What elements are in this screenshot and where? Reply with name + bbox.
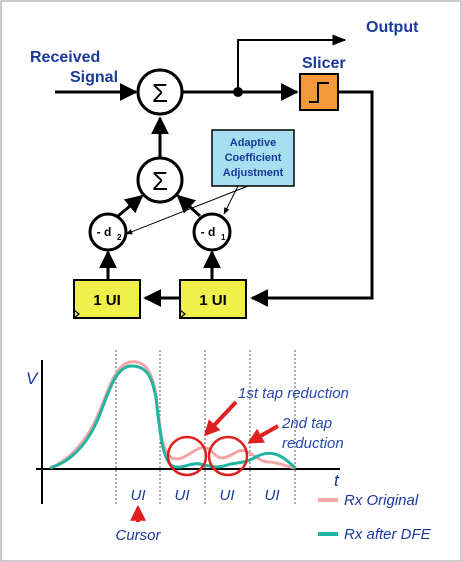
ui-label-3: UI (220, 487, 235, 504)
legend: Rx Original Rx after DFE (318, 492, 432, 543)
ui-label-4: UI (265, 487, 280, 504)
x-axis-label: t (334, 471, 340, 490)
tap-d1-subscript: 1 (221, 233, 226, 242)
sum-symbol-main: Σ (152, 78, 168, 108)
adapt-to-d2-arrow (125, 185, 249, 235)
tap2-to-sum-arrow (117, 194, 144, 218)
annotation-tap2-line2: reduction (282, 435, 344, 452)
delay-block-2 (73, 279, 141, 319)
y-axis-label: V (26, 369, 39, 388)
annotation-tap1: 1st tap reduction (238, 385, 349, 402)
received-signal-label-2: Signal (70, 69, 118, 86)
delay-block-2-label: 1 UI (93, 292, 121, 309)
rx-original-trace (49, 360, 296, 470)
tap-d2-subscript: 2 (117, 233, 122, 242)
tap1-reduction-highlight (166, 435, 208, 477)
annotation-tap2-line1: 2nd tap (281, 415, 332, 432)
tap1-to-sum-arrow (176, 194, 202, 218)
tap-coefficient-d1 (192, 212, 232, 252)
slicer-step-icon (309, 82, 329, 103)
ui-label-2: UI (175, 487, 190, 504)
adaptive-label-2: Coefficient (225, 152, 282, 164)
delay-block-2-clock-icon (73, 309, 80, 319)
tap2-reduction-highlight (207, 435, 249, 477)
adaptive-label-3: Adjustment (223, 167, 284, 179)
cursor-label: Cursor (115, 527, 161, 544)
block-diagram: Received Signal Σ Output Slicer 1 UI 1 U… (30, 19, 419, 319)
adaptive-coefficient-block (211, 129, 295, 187)
annotation-tap1-arrow (203, 400, 238, 437)
adapt-to-d1-arrow (223, 185, 239, 215)
tap-d2-label: - d (97, 225, 112, 239)
ui-label-1: UI (131, 487, 146, 504)
sum-symbol-feedback: Σ (152, 166, 168, 196)
waveform-plot: V t UI UI UI UI 1st tap reduction 2nd ta… (26, 350, 432, 544)
output-line (237, 34, 347, 92)
received-signal-label-1: Received (30, 49, 100, 66)
slicer-label: Slicer (302, 55, 346, 72)
legend-label-dfe: Rx after DFE (344, 526, 432, 543)
output-label: Output (366, 19, 419, 36)
tap-d1-label: - d (201, 225, 216, 239)
delay-block-1-label: 1 UI (199, 292, 227, 309)
legend-label-original: Rx Original (344, 492, 419, 509)
adaptive-label-1: Adaptive (230, 137, 276, 149)
rx-dfe-trace (49, 364, 297, 470)
feedback-line (250, 90, 374, 307)
annotation-tap2-arrow (247, 424, 279, 444)
delay-block-1-clock-icon (179, 309, 186, 319)
